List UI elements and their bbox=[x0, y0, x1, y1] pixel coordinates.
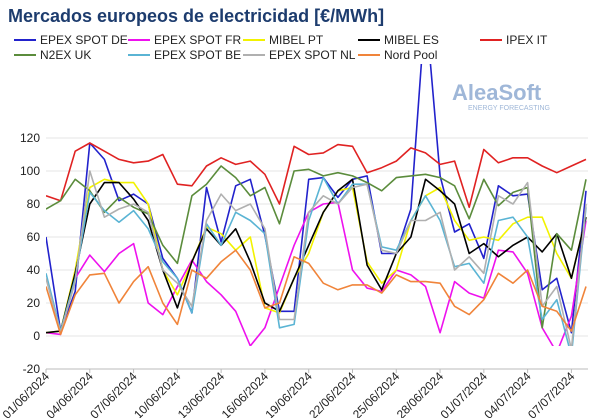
y-tick-label: 60 bbox=[27, 230, 41, 244]
series-line bbox=[46, 165, 587, 329]
series-line bbox=[46, 178, 587, 334]
legend-label: MIBEL ES bbox=[384, 33, 439, 47]
legend-label: MIBEL PT bbox=[269, 33, 324, 47]
legend-label: Nord Pool bbox=[384, 48, 437, 62]
series-group bbox=[46, 64, 587, 346]
y-tick-label: 120 bbox=[20, 131, 40, 145]
x-tick-label: 07/07/2024 bbox=[525, 369, 578, 418]
series-line bbox=[46, 201, 587, 346]
y-tick-label: 0 bbox=[33, 329, 40, 343]
legend-label: EPEX SPOT DE bbox=[40, 33, 128, 47]
legend-label: EPEX SPOT FR bbox=[154, 33, 241, 47]
series-line bbox=[46, 176, 587, 346]
legend-label: EPEX SPOT BE bbox=[154, 48, 241, 62]
legend-label: IPEX IT bbox=[506, 33, 548, 47]
y-tick-label: -20 bbox=[23, 362, 41, 376]
series-line bbox=[46, 249, 587, 336]
logo-tagline: ENERGY FORECASTING bbox=[468, 105, 550, 112]
legend-label: N2EX UK bbox=[40, 48, 91, 62]
y-tick-label: 20 bbox=[27, 296, 41, 310]
series-line bbox=[46, 170, 587, 346]
series-line bbox=[46, 178, 587, 334]
series-line bbox=[46, 142, 587, 209]
legend-label: EPEX SPOT NL bbox=[269, 48, 356, 62]
series-line bbox=[46, 64, 587, 334]
y-tick-label: 80 bbox=[27, 197, 41, 211]
y-tick-label: 100 bbox=[20, 164, 40, 178]
y-tick-label: 40 bbox=[27, 263, 41, 277]
logo-name: AleaSoft bbox=[452, 80, 542, 105]
chart-title: Mercados europeos de electricidad [€/MWh… bbox=[8, 6, 384, 26]
